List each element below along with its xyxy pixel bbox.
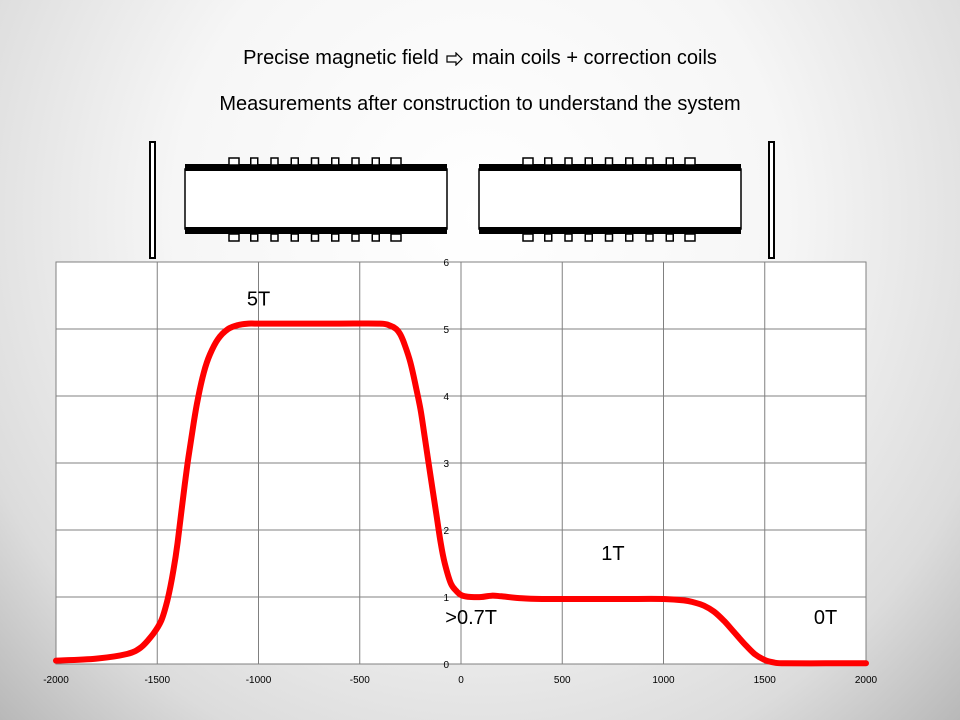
slide-title: Precise magnetic field main coils + corr… [0, 47, 960, 70]
left-bore [184, 168, 448, 230]
correction-coil [290, 233, 299, 242]
correction-coil [522, 157, 534, 166]
right-top-main-coil [479, 164, 741, 171]
correction-coil [564, 157, 573, 166]
correction-coil [584, 157, 593, 166]
x-tick-label: 1000 [652, 675, 675, 686]
y-axis-ticks: 0 1 2 3 4 5 6 [443, 258, 449, 671]
correction-coil [684, 157, 696, 166]
right-bore [478, 168, 742, 230]
y-tick-label: 6 [443, 258, 449, 269]
correction-coil [331, 157, 340, 166]
correction-coil [390, 233, 402, 242]
correction-coil [584, 233, 593, 242]
left-top-main-coil [185, 164, 447, 171]
field-annotation: 0T [814, 607, 837, 629]
right-coil-module [478, 157, 742, 242]
correction-coil [371, 233, 380, 242]
y-tick-label: 0 [443, 660, 449, 671]
correction-coil [625, 157, 634, 166]
left-correction-coils-bottom [228, 233, 402, 242]
correction-coil [331, 233, 340, 242]
gridlines [55, 261, 867, 665]
correction-coil [351, 157, 360, 166]
correction-coil [544, 233, 553, 242]
hollow-right-arrow-icon [446, 51, 464, 67]
x-tick-label: 1500 [754, 675, 777, 686]
correction-coil [310, 157, 320, 166]
correction-coil [228, 233, 240, 242]
correction-coil [645, 233, 654, 242]
y-tick-label: 3 [443, 459, 449, 470]
right-correction-coils-bottom [522, 233, 696, 242]
field-annotation: 5T [247, 289, 270, 311]
correction-coil [684, 233, 696, 242]
y-tick-label: 5 [443, 325, 449, 336]
correction-coil [604, 233, 614, 242]
left-bottom-main-coil [185, 227, 447, 234]
right-bottom-main-coil [479, 227, 741, 234]
title-part-field: Precise magnetic field [243, 47, 439, 69]
correction-coil [270, 157, 279, 166]
slide-subtitle: Measurements after construction to under… [219, 93, 741, 115]
correction-coil [544, 157, 553, 166]
y-tick-label: 2 [443, 526, 449, 537]
correction-coil [351, 233, 360, 242]
correction-coil [290, 157, 299, 166]
x-tick-label: 500 [554, 675, 571, 686]
correction-coil [522, 233, 534, 242]
correction-coil [625, 233, 634, 242]
right-end-plate [768, 141, 775, 259]
correction-coil [604, 157, 614, 166]
magnet-schematic [149, 141, 775, 259]
correction-coil [250, 233, 259, 242]
x-tick-label: 0 [458, 675, 464, 686]
x-tick-label: -1500 [144, 675, 170, 686]
correction-coil [228, 157, 240, 166]
left-coil-module [184, 157, 448, 242]
correction-coil [564, 233, 573, 242]
correction-coil [665, 157, 674, 166]
correction-coil [310, 233, 320, 242]
y-tick-label: 4 [443, 392, 449, 403]
x-tick-label: 2000 [855, 675, 878, 686]
field-annotation: 1T [601, 543, 624, 565]
left-correction-coils-top [228, 157, 402, 166]
correction-coil [371, 157, 380, 166]
x-tick-label: -2000 [43, 675, 69, 686]
correction-coil [645, 157, 654, 166]
right-correction-coils-top [522, 157, 696, 166]
correction-coil [250, 157, 259, 166]
correction-coil [665, 233, 674, 242]
title-part-coils: main coils + correction coils [471, 47, 717, 69]
field-annotation: >0.7T [445, 607, 497, 629]
field-curve-line [53, 320, 869, 667]
field-annotations: 5T 1T >0.7T 0T [247, 289, 837, 629]
left-end-plate [149, 141, 156, 259]
correction-coil [270, 233, 279, 242]
x-tick-label: -500 [350, 675, 370, 686]
x-axis-ticks: -2000 -1500 -1000 -500 0 500 1000 1500 2000 [43, 675, 877, 686]
correction-coil [390, 157, 402, 166]
y-tick-label: 1 [443, 593, 449, 604]
x-tick-label: -1000 [246, 675, 272, 686]
